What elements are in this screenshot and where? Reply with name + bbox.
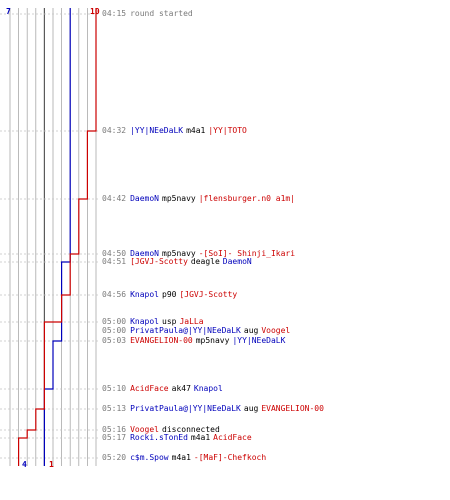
event-weapon: m4a1 [186, 126, 206, 135]
blue-team-alive-line [43, 8, 71, 466]
event-weapon: deagle [190, 257, 220, 266]
event-row: 05:00 Knapol usp JaLLa [102, 317, 204, 327]
event-time: 04:50 [102, 249, 127, 258]
event-row: 04:50 DaemoN mp5navy -[SoI]- Shinji_Ikari [102, 249, 295, 259]
event-victim: Knapol [193, 384, 223, 393]
event-killer: Voogel [130, 425, 159, 434]
event-time: 04:15 [102, 9, 127, 18]
event-time: 04:32 [102, 126, 127, 135]
event-victim: -[MaF]-Chefkoch [193, 453, 267, 462]
event-victim: |YY|TOTO [208, 126, 247, 135]
event-killer: PrivatPaula@|YY|NEeDaLK [130, 326, 241, 335]
event-killer: Knapol [130, 290, 159, 299]
event-weapon: p90 [162, 290, 177, 299]
event-time: 04:42 [102, 194, 127, 203]
event-weapon: aug [243, 404, 259, 413]
event-time: 05:17 [102, 433, 127, 442]
red-start-count: 10 [90, 7, 100, 16]
event-victim: DaemoN [222, 257, 252, 266]
blue-start-count: 7 [6, 7, 11, 16]
event-weapon: mp5navy [195, 336, 230, 345]
event-killer: [JGVJ-Scotty [130, 257, 188, 266]
event-time: 04:56 [102, 290, 127, 299]
event-row: 04:51 [JGVJ-Scotty deagle DaemoN [102, 257, 252, 267]
event-row: 04:15 round started [102, 9, 193, 19]
event-weapon: mp5navy [162, 194, 196, 203]
event-killer: PrivatPaula@|YY|NEeDaLK [130, 404, 241, 413]
event-row: 04:32 |YY|NEeDaLK m4a1 |YY|TOTO [102, 126, 247, 136]
red-end-count: 1 [49, 460, 54, 469]
event-victim: JaLLa [179, 317, 204, 326]
event-row: 05:16 Voogel disconnected [102, 425, 223, 435]
event-weapon: usp [162, 317, 177, 326]
event-killer: Rocki.sTonEd [130, 433, 188, 442]
event-victim: |flensburger.n0 a1m| [198, 194, 296, 203]
red-team-alive-line [18, 8, 97, 466]
event-time: 05:00 [102, 326, 127, 335]
event-time: 05:03 [102, 336, 127, 345]
event-time: 05:00 [102, 317, 127, 326]
event-row: 05:10 AcidFace ak47 Knapol [102, 384, 223, 394]
event-row: 05:13 PrivatPaula@|YY|NEeDaLK aug EVANGELIO… [102, 404, 324, 414]
event-time: 05:13 [102, 404, 127, 413]
event-row: 05:20 c$m.Spow m4a1 -[MaF]-Chefkoch [102, 453, 266, 463]
event-row: 04:56 Knapol p90 [JGVJ-Scotty [102, 290, 237, 300]
event-killer: DaemoN [130, 194, 159, 203]
event-killer: c$m.Spow [130, 453, 169, 462]
event-time: 05:20 [102, 453, 127, 462]
event-time: 04:51 [102, 257, 127, 266]
event-victim: |YY|NEeDaLK [232, 336, 286, 345]
event-weapon: aug [243, 326, 259, 335]
event-victim: EVANGELION-00 [261, 404, 324, 413]
event-victim: AcidFace [213, 433, 252, 442]
event-row: 05:00 PrivatPaula@|YY|NEeDaLK aug Voogel [102, 326, 290, 336]
event-weapon: disconnected [162, 425, 220, 434]
event-victim: -[SoI]- Shinji_Ikari [198, 249, 296, 258]
blue-end-count: 4 [22, 460, 27, 469]
event-killer: EVANGELION-00 [130, 336, 193, 345]
event-weapon: m4a1 [190, 433, 211, 442]
event-time: 05:10 [102, 384, 127, 393]
event-row: 05:03 EVANGELION-00 mp5navy |YY|NEeDaLK [102, 336, 285, 346]
event-killer: AcidFace [130, 384, 169, 393]
event-text: round started [130, 9, 193, 18]
event-weapon: mp5navy [162, 249, 196, 258]
event-victim: [JGVJ-Scotty [179, 290, 238, 299]
event-weapon: ak47 [171, 384, 191, 393]
event-row: 05:17 Rocki.sTonEd m4a1 AcidFace [102, 433, 252, 443]
event-killer: |YY|NEeDaLK [130, 126, 184, 135]
event-row: 04:42 DaemoN mp5navy |flensburger.n0 a1m| [102, 194, 295, 204]
event-killer: Knapol [130, 317, 159, 326]
event-victim: Voogel [261, 326, 291, 335]
event-time: 05:16 [102, 425, 127, 434]
event-killer: DaemoN [130, 249, 159, 258]
event-weapon: m4a1 [171, 453, 191, 462]
